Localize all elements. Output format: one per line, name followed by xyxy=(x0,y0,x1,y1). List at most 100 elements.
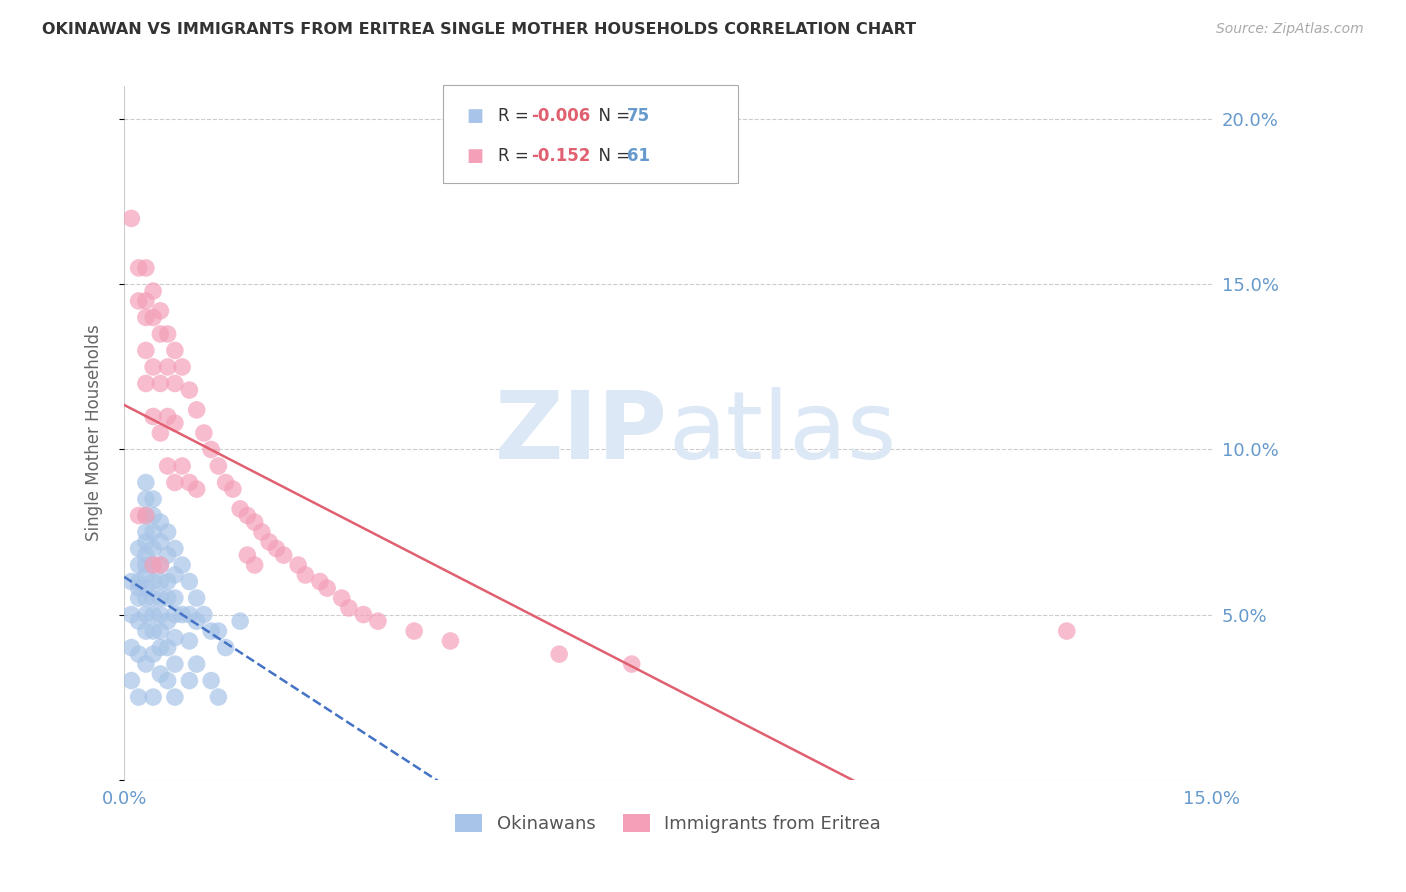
Text: R =: R = xyxy=(498,107,534,125)
Point xyxy=(149,624,172,638)
Text: OKINAWAN VS IMMIGRANTS FROM ERITREA SINGLE MOTHER HOUSEHOLDS CORRELATION CHART: OKINAWAN VS IMMIGRANTS FROM ERITREA SING… xyxy=(42,22,917,37)
Point xyxy=(179,673,201,688)
Point xyxy=(128,260,150,275)
Point xyxy=(135,508,157,523)
Point xyxy=(207,624,229,638)
Point xyxy=(149,515,172,529)
Text: Source: ZipAtlas.com: Source: ZipAtlas.com xyxy=(1216,22,1364,37)
Point xyxy=(135,558,157,572)
Point xyxy=(193,425,215,440)
Point xyxy=(186,591,208,605)
Point xyxy=(156,409,179,424)
Point xyxy=(163,416,186,430)
Point xyxy=(149,558,172,572)
Text: ■: ■ xyxy=(467,147,484,165)
Point xyxy=(142,409,165,424)
Point xyxy=(142,647,165,661)
Point xyxy=(257,535,280,549)
Point xyxy=(367,614,389,628)
Point xyxy=(135,568,157,582)
Text: -0.006: -0.006 xyxy=(531,107,591,125)
Point xyxy=(135,475,157,490)
Point xyxy=(149,326,172,341)
Point xyxy=(135,293,157,308)
Point xyxy=(172,607,194,622)
Point xyxy=(149,591,172,605)
Text: N =: N = xyxy=(588,107,636,125)
Point xyxy=(135,310,157,325)
Point xyxy=(142,359,165,374)
Point xyxy=(135,260,157,275)
Legend: Okinawans, Immigrants from Eritrea: Okinawans, Immigrants from Eritrea xyxy=(456,814,880,833)
Point xyxy=(128,591,150,605)
Point xyxy=(309,574,332,589)
Text: ZIP: ZIP xyxy=(495,387,668,479)
Point xyxy=(200,673,222,688)
Point xyxy=(163,475,186,490)
Point xyxy=(156,458,179,473)
Point xyxy=(156,359,179,374)
Text: ■: ■ xyxy=(467,107,484,125)
Point xyxy=(156,326,179,341)
Point xyxy=(149,640,172,655)
Point xyxy=(439,634,461,648)
Point xyxy=(179,634,201,648)
Point xyxy=(156,640,179,655)
Point xyxy=(236,548,259,562)
Point xyxy=(236,508,259,523)
Point xyxy=(163,568,186,582)
Point xyxy=(316,581,339,595)
Point xyxy=(142,310,165,325)
Point xyxy=(193,607,215,622)
Point xyxy=(135,491,157,506)
Point xyxy=(163,657,186,671)
Point xyxy=(266,541,288,556)
Point xyxy=(404,624,426,638)
Point xyxy=(330,591,353,605)
Point xyxy=(128,541,150,556)
Point xyxy=(149,425,172,440)
Point xyxy=(179,574,201,589)
Point xyxy=(156,673,179,688)
Point xyxy=(229,614,252,628)
Point xyxy=(172,359,194,374)
Point xyxy=(207,458,229,473)
Text: 61: 61 xyxy=(627,147,650,165)
Point xyxy=(250,524,273,539)
Point xyxy=(135,581,157,595)
Point xyxy=(135,535,157,549)
Point xyxy=(163,607,186,622)
Point xyxy=(172,558,194,572)
Point xyxy=(163,591,186,605)
Point xyxy=(200,624,222,638)
Point xyxy=(135,548,157,562)
Text: -0.152: -0.152 xyxy=(531,147,591,165)
Point xyxy=(135,657,157,671)
Point xyxy=(128,293,150,308)
Point xyxy=(149,303,172,318)
Point xyxy=(172,458,194,473)
Point xyxy=(128,690,150,704)
Point xyxy=(142,508,165,523)
Point xyxy=(222,482,245,496)
Point xyxy=(156,548,179,562)
Point xyxy=(156,591,179,605)
Point xyxy=(142,541,165,556)
Point xyxy=(200,442,222,457)
Point xyxy=(149,607,172,622)
Point xyxy=(186,403,208,417)
Y-axis label: Single Mother Households: Single Mother Households xyxy=(86,325,103,541)
Point xyxy=(163,541,186,556)
Point xyxy=(142,574,165,589)
Text: 75: 75 xyxy=(627,107,650,125)
Point xyxy=(120,211,142,226)
Point xyxy=(352,607,374,622)
Point xyxy=(128,647,150,661)
Point xyxy=(128,558,150,572)
Point xyxy=(214,640,236,655)
Point xyxy=(287,558,309,572)
Text: R =: R = xyxy=(498,147,534,165)
Point xyxy=(128,614,150,628)
Point xyxy=(142,284,165,298)
Point xyxy=(135,624,157,638)
